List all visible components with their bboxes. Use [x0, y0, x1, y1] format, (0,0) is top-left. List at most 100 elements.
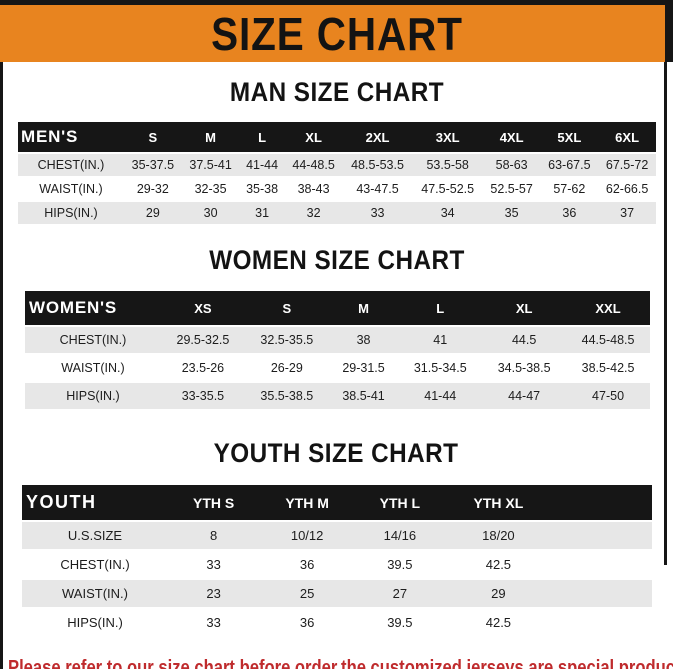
- measurement-value: 33-35.5: [161, 382, 245, 411]
- measurement-value: 38-43: [284, 177, 343, 202]
- measurement-value: 32-35: [181, 177, 240, 202]
- measurement-value: 32.5-35.5: [244, 326, 329, 355]
- measurement-value: 38.5-41: [328, 382, 399, 411]
- measurement-value: 47.5-52.5: [412, 177, 483, 202]
- row-filler-cell: [552, 550, 652, 580]
- measurement-value: 33: [168, 608, 260, 638]
- footer-line-1: Please refer to our size chart before or…: [8, 657, 673, 669]
- measurement-value: 31.5-34.5: [398, 354, 483, 383]
- measurement-value: 36: [259, 550, 355, 580]
- measurement-value: 52.5-57: [482, 177, 541, 202]
- measurement-value: 37.5-41: [181, 153, 240, 178]
- content: MAN SIZE CHART MEN'S S M L XL 2XL 3XL 4XL 5XL 6XL…: [0, 62, 673, 669]
- size-column-header: XXL: [566, 291, 650, 327]
- measurement-row: CHEST(IN.) 33 36 39.5 42.5: [22, 550, 652, 580]
- size-column-header: 3XL: [412, 122, 483, 154]
- measurement-value: 34.5-38.5: [482, 354, 567, 383]
- section-title-youth: YOUTH SIZE CHART: [0, 411, 673, 485]
- measurement-value: 42.5: [444, 608, 552, 638]
- measurement-value: 39.5: [354, 550, 445, 580]
- section-title-men-text: MAN SIZE CHART: [229, 77, 444, 107]
- measurement-value: 29: [124, 201, 182, 226]
- measurement-value: 29-31.5: [328, 354, 399, 383]
- measurement-value: 44.5: [482, 326, 567, 355]
- row-filler-cell: [552, 608, 652, 638]
- measurement-value: 8: [168, 521, 260, 551]
- measurement-value: 42.5: [444, 550, 552, 580]
- measurement-value: 39.5: [354, 608, 445, 638]
- row-filler-cell: [552, 521, 652, 551]
- measurement-row: WAIST(IN.) 29-32 32-35 35-38 38-43 43-47.5 47.…: [18, 177, 656, 202]
- section-title-women: WOMEN SIZE CHART: [0, 226, 673, 291]
- size-column-header: YTH S: [168, 485, 260, 522]
- youth-size-table: YOUTH YTH S YTH M YTH L YTH XL U.S.SIZE 8 10/12…: [22, 485, 652, 638]
- size-column-header: S: [124, 122, 182, 154]
- size-column-header: YTH XL: [444, 485, 552, 522]
- measurement-value: 35: [482, 201, 541, 226]
- table-header-row: WOMEN'S XS S M L XL XXL: [25, 291, 650, 327]
- measurement-row: CHEST(IN.) 29.5-32.5 32.5-35.5 38 41 44.5 44.5…: [25, 326, 650, 355]
- measurement-value: 35.5-38.5: [244, 382, 329, 411]
- men-size-table: MEN'S S M L XL 2XL 3XL 4XL 5XL 6XL CHEST(IN.) 35-37…: [18, 122, 656, 226]
- measurement-value: 41-44: [239, 153, 285, 178]
- measurement-value: 23: [168, 579, 260, 609]
- size-column-header: 5XL: [540, 122, 599, 154]
- measurement-value: 48.5-53.5: [342, 153, 413, 178]
- section-title-youth-text: YOUTH SIZE CHART: [214, 438, 459, 468]
- section-title-men: MAN SIZE CHART: [0, 62, 673, 122]
- banner: SIZE CHART: [0, 5, 673, 62]
- measurement-value: 36: [540, 201, 599, 226]
- measurement-row: U.S.SIZE 8 10/12 14/16 18/20: [22, 521, 652, 551]
- measurement-value: 35-38: [239, 177, 285, 202]
- measurement-value: 10/12: [259, 521, 355, 551]
- measurement-row: WAIST(IN.) 23.5-26 26-29 29-31.5 31.5-34.5 34…: [25, 354, 650, 383]
- size-column-header: 2XL: [342, 122, 413, 154]
- measurement-row: CHEST(IN.) 35-37.5 37.5-41 41-44 44-48.5 48.5…: [18, 153, 656, 178]
- section-title-women-text: WOMEN SIZE CHART: [208, 245, 465, 275]
- measurement-value: 29: [444, 579, 552, 609]
- table-corner-label: MEN'S: [18, 122, 124, 154]
- row-filler-cell: [552, 579, 652, 609]
- measurement-value: 31: [239, 201, 285, 226]
- measurement-row: WAIST(IN.) 23 25 27 29: [22, 579, 652, 609]
- size-column-header: S: [244, 291, 329, 327]
- measurement-value: 33: [168, 550, 260, 580]
- measurement-value: 53.5-58: [412, 153, 483, 178]
- measurement-value: 44-47: [482, 382, 567, 411]
- measurement-value: 30: [181, 201, 240, 226]
- row-label: WAIST(IN.): [22, 579, 168, 609]
- measurement-value: 29-32: [124, 177, 182, 202]
- measurement-value: 26-29: [244, 354, 329, 383]
- size-column-header: 6XL: [598, 122, 656, 154]
- table-corner-label: WOMEN'S: [25, 291, 161, 327]
- measurement-value: 67.5-72: [598, 153, 656, 178]
- measurement-value: 47-50: [566, 382, 650, 411]
- measurement-value: 14/16: [354, 521, 445, 551]
- row-label: CHEST(IN.): [25, 326, 161, 355]
- measurement-value: 44.5-48.5: [566, 326, 650, 355]
- size-column-header: XL: [284, 122, 343, 154]
- row-label: HIPS(IN.): [18, 201, 124, 226]
- measurement-value: 35-37.5: [124, 153, 182, 178]
- left-border: [0, 62, 3, 669]
- row-label: WAIST(IN.): [25, 354, 161, 383]
- measurement-value: 38.5-42.5: [566, 354, 650, 383]
- row-label: U.S.SIZE: [22, 521, 168, 551]
- row-label: CHEST(IN.): [22, 550, 168, 580]
- measurement-row: HIPS(IN.) 29 30 31 32 33 34 35 36 37: [18, 201, 656, 226]
- header-filler-cell: [552, 485, 652, 522]
- measurement-row: HIPS(IN.) 33-35.5 35.5-38.5 38.5-41 41-44 44-…: [25, 382, 650, 411]
- size-column-header: 4XL: [482, 122, 541, 154]
- size-column-header: M: [328, 291, 399, 327]
- measurement-value: 37: [598, 201, 656, 226]
- size-column-header: M: [181, 122, 240, 154]
- right-border: [664, 62, 667, 565]
- measurement-value: 57-62: [540, 177, 599, 202]
- measurement-value: 33: [342, 201, 413, 226]
- page-title: SIZE CHART: [210, 7, 463, 60]
- table-corner-label: YOUTH: [22, 485, 168, 522]
- row-label: WAIST(IN.): [18, 177, 124, 202]
- measurement-value: 25: [259, 579, 355, 609]
- size-column-header: L: [398, 291, 483, 327]
- measurement-value: 32: [284, 201, 343, 226]
